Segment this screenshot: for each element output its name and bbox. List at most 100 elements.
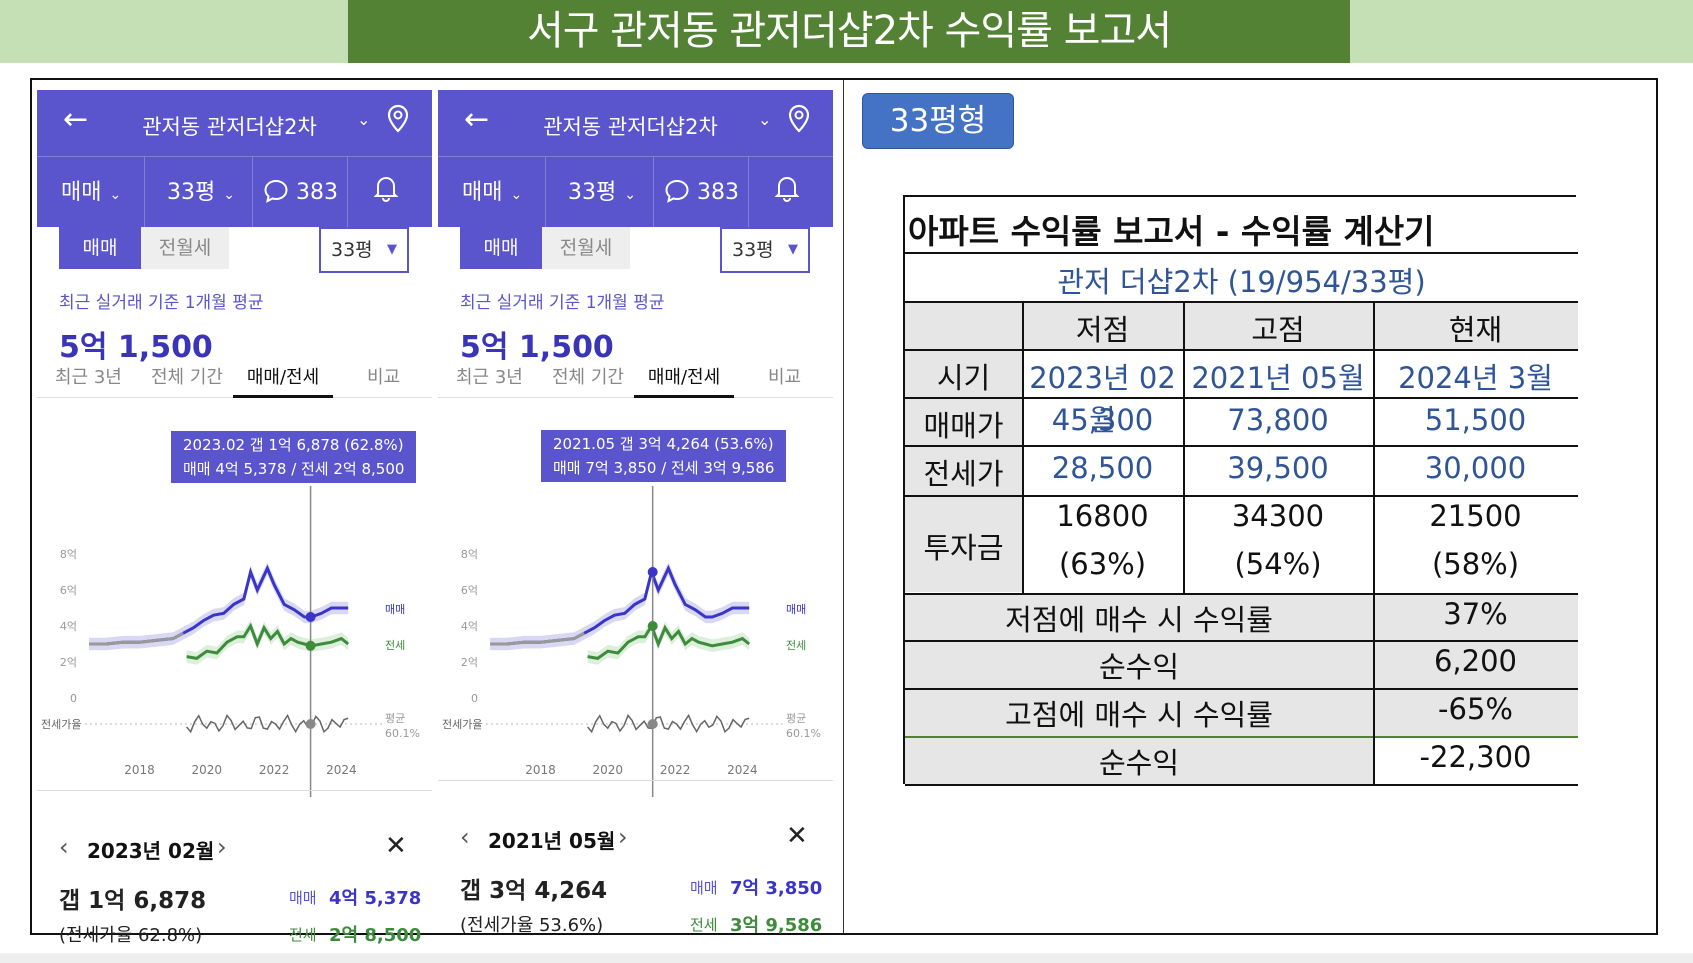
next-month-icon[interactable]: › <box>618 823 628 851</box>
comment-icon <box>264 179 288 203</box>
chevron-down-icon[interactable]: ⌄ <box>357 110 371 129</box>
period-low: 2023년 02월 <box>1029 361 1176 437</box>
bottom-strip <box>0 953 1693 963</box>
detail-card: ‹ 2023년 02월 › ✕ 갭 1억 6,878 (전세가율 62.8%) … <box>37 790 432 946</box>
size-dropdown-label: 33평 <box>732 239 774 261</box>
ratio-line <box>186 713 349 734</box>
chart-tabs: 최근 3년 전체 기간 매매/전세 비교 <box>438 358 833 398</box>
basis-label: 최근 실거래 기준 1개월 평균 <box>59 293 264 313</box>
back-arrow-icon[interactable]: ← <box>63 102 89 137</box>
period-high: 2021년 05월 <box>1191 361 1365 395</box>
close-icon[interactable]: ✕ <box>786 821 808 851</box>
investment-high-pct: (54%) <box>1234 547 1322 581</box>
chevron-down-icon[interactable]: ⌄ <box>758 110 772 129</box>
sale-marker-point <box>647 567 658 577</box>
table-rule <box>905 445 1578 447</box>
investment-current-pct: (58%) <box>1431 547 1520 581</box>
summary-label-low-return: 저점에 매수 시 수익률 <box>1005 603 1273 637</box>
detail-date: 2021년 05월 <box>488 829 616 853</box>
tab-recent-3y[interactable]: 최근 3년 <box>55 367 122 388</box>
row-label-jeonse: 전세가 <box>923 457 1004 491</box>
size-select[interactable]: 33평 ⌄ <box>546 157 654 228</box>
sale-series-label: 매매 <box>786 603 806 616</box>
tab-sale-jeonse[interactable]: 매매/전세 <box>634 358 734 398</box>
jeonse-range-band <box>186 619 349 665</box>
caret-down-icon: ▼ <box>387 242 397 257</box>
size-dropdown[interactable]: 33평 ▼ <box>720 227 810 273</box>
detail-gap: 갭 3억 4,264 <box>460 878 608 904</box>
summary-value-high-return: -65% <box>1438 692 1513 726</box>
tab-compare[interactable]: 비교 <box>367 367 401 388</box>
tab-all-period[interactable]: 전체 기간 <box>151 367 223 388</box>
chevron-down-icon: ⌄ <box>510 187 523 203</box>
app-screenshot-high: ← 관저동 관저더샵2차 ⌄ 매매 ⌄ 33평 ⌄ 383 매매 전월세 33평 ▼ … <box>438 90 833 936</box>
size-dropdown[interactable]: 33평 ▼ <box>319 227 409 273</box>
jeonse-range-band <box>587 619 750 665</box>
detail-ratio: (전세가율 53.6%) <box>460 915 604 936</box>
tab-all-period[interactable]: 전체 기간 <box>552 367 624 388</box>
location-pin-icon[interactable] <box>387 104 409 138</box>
complex-title[interactable]: 관저동 관저더샵2차 <box>142 115 317 139</box>
x-tick-label: 2024 <box>727 763 758 777</box>
y-tick-label: 6억 <box>60 584 77 597</box>
row-label-sale: 매매가 <box>923 409 1004 443</box>
row-label-period: 시기 <box>936 361 991 395</box>
chevron-down-icon: ⌄ <box>624 187 636 203</box>
toggle-sale[interactable]: 매매 <box>460 227 542 269</box>
y-tick-label: 6억 <box>461 584 478 597</box>
table-rule <box>905 495 1578 497</box>
tab-compare[interactable]: 비교 <box>768 367 802 388</box>
x-tick-label: 2018 <box>525 763 556 777</box>
table-rule <box>905 593 1578 595</box>
tab-sale-jeonse[interactable]: 매매/전세 <box>233 358 333 398</box>
chevron-down-icon: ⌄ <box>109 187 122 203</box>
prev-month-icon[interactable]: ‹ <box>460 823 470 851</box>
detail-sale-value: 7억 3,850 <box>730 878 823 899</box>
jeonse-marker-point <box>647 621 658 631</box>
bell-icon[interactable] <box>373 173 399 207</box>
detail-gap: 갭 1억 6,878 <box>59 888 207 914</box>
toggle-rent[interactable]: 전월세 <box>542 227 630 269</box>
size-label: 33평 <box>167 180 216 205</box>
next-month-icon[interactable]: › <box>217 833 227 861</box>
jeonse-series-line <box>587 622 751 660</box>
comments-button[interactable]: 383 <box>654 157 749 228</box>
comment-count: 383 <box>296 180 338 205</box>
sale-series-label: 매매 <box>385 603 405 616</box>
chart-tooltip: 2021.05 갭 3억 4,264 (53.6%) 매매 7억 3,850 /… <box>541 430 787 482</box>
deal-type-select[interactable]: 매매 ⌄ <box>37 157 145 228</box>
average-label: 평균 <box>385 712 405 725</box>
tab-recent-3y[interactable]: 최근 3년 <box>456 367 523 388</box>
toggle-rent[interactable]: 전월세 <box>141 227 229 269</box>
close-icon[interactable]: ✕ <box>385 831 407 861</box>
table-rule <box>905 784 1578 786</box>
bell-icon[interactable] <box>774 173 800 207</box>
average-label: 평균 <box>786 712 806 725</box>
comments-button[interactable]: 383 <box>253 157 348 228</box>
chevron-down-icon: ⌄ <box>223 187 235 203</box>
complex-title[interactable]: 관저동 관저더샵2차 <box>543 115 718 139</box>
detail-card: ‹ 2021년 05월 › ✕ 갭 3억 4,264 (전세가율 53.6%) … <box>438 780 833 936</box>
x-tick-label: 2020 <box>192 763 223 777</box>
summary-value-bg <box>1373 593 1578 738</box>
y-tick-label: 8억 <box>60 548 77 561</box>
sale-high: 73,800 <box>1227 403 1329 437</box>
back-arrow-icon[interactable]: ← <box>464 102 490 137</box>
sale-early-line <box>490 631 585 646</box>
size-dropdown-label: 33평 <box>331 239 373 261</box>
location-pin-icon[interactable] <box>788 104 810 138</box>
ratio-marker-point <box>647 719 658 729</box>
size-select[interactable]: 33평 ⌄ <box>145 157 253 228</box>
detail-jeonse-label: 전세 <box>690 916 718 934</box>
x-tick-label: 2022 <box>259 763 290 777</box>
header-row-bg <box>905 303 1578 349</box>
deal-type-select[interactable]: 매매 ⌄ <box>438 157 546 228</box>
toggle-sale[interactable]: 매매 <box>59 227 141 269</box>
ratio-marker-point <box>305 719 316 729</box>
prev-month-icon[interactable]: ‹ <box>59 833 69 861</box>
detail-jeonse-label: 전세 <box>289 926 317 944</box>
chart-tabs: 최근 3년 전체 기간 매매/전세 비교 <box>37 358 432 398</box>
investment-current: 21500 <box>1429 499 1522 533</box>
